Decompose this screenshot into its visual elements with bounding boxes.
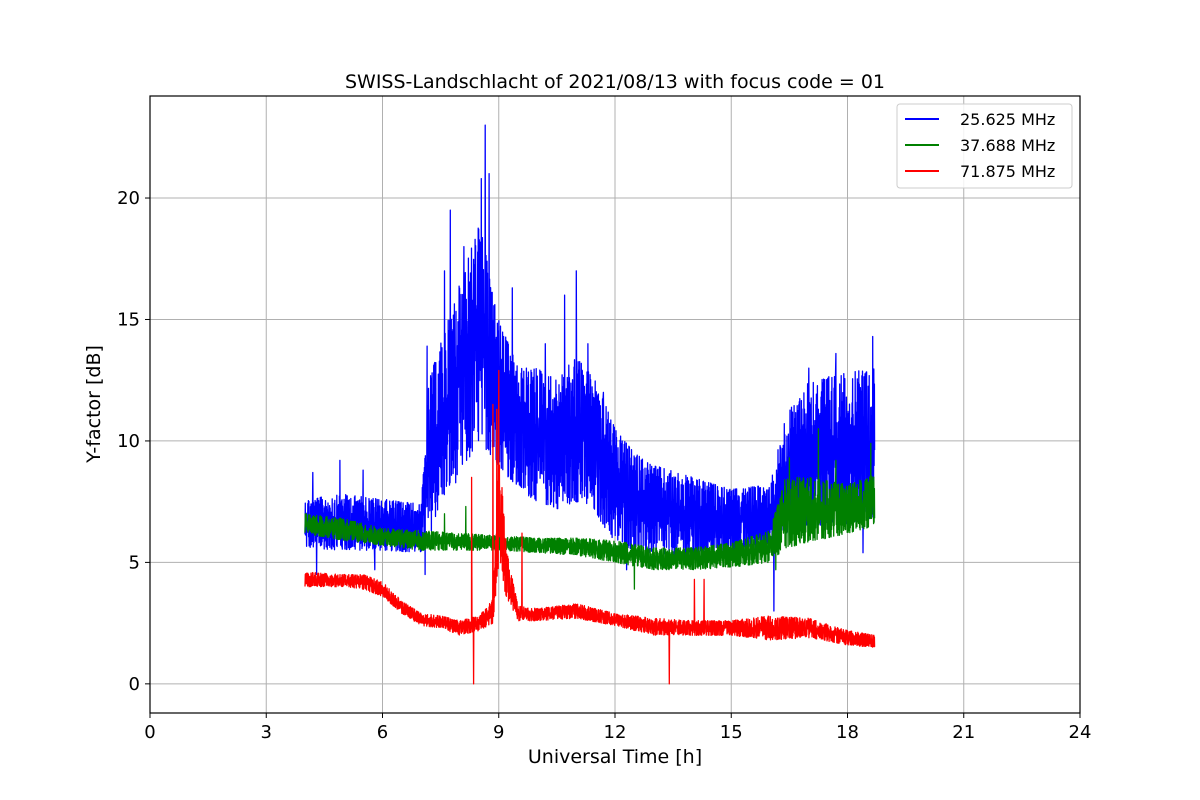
x-tick-label: 0 (144, 722, 155, 743)
series-line-71-875-mhz (304, 369, 876, 685)
x-axis-ticks: 0 3 6 9 12 15 18 21 24 (144, 713, 1091, 743)
x-tick-label: 18 (836, 722, 859, 743)
x-tick-label: 6 (377, 722, 388, 743)
y-tick-label: 0 (129, 674, 140, 695)
x-axis-label: Universal Time [h] (528, 746, 702, 768)
legend-label: 37.688 MHz (960, 136, 1055, 155)
y-tick-label: 20 (117, 188, 140, 209)
x-tick-label: 24 (1069, 722, 1092, 743)
legend-box (896, 103, 1073, 189)
legend-label: 25.625 MHz (960, 110, 1055, 129)
chart-title: SWISS-Landschlacht of 2021/08/13 with fo… (345, 71, 885, 93)
x-tick-label: 3 (261, 722, 272, 743)
series-layer (304, 124, 876, 685)
series-line-37-688-mhz (304, 428, 876, 590)
y-tick-label: 5 (129, 552, 140, 573)
x-tick-label: 21 (952, 722, 975, 743)
x-tick-label: 15 (720, 722, 743, 743)
y-axis-label: Y-factor [dB] (83, 345, 105, 464)
y-tick-label: 15 (117, 309, 140, 330)
x-tick-label: 9 (493, 722, 504, 743)
legend: 25.625 MHz 37.688 MHz 71.875 MHz (896, 103, 1073, 189)
y-tick-label: 10 (117, 431, 140, 452)
legend-label: 71.875 MHz (960, 162, 1055, 181)
series-line-25-625-mhz (304, 124, 876, 612)
y-axis-ticks: 0 5 10 15 20 (117, 188, 150, 695)
x-tick-label: 12 (604, 722, 627, 743)
